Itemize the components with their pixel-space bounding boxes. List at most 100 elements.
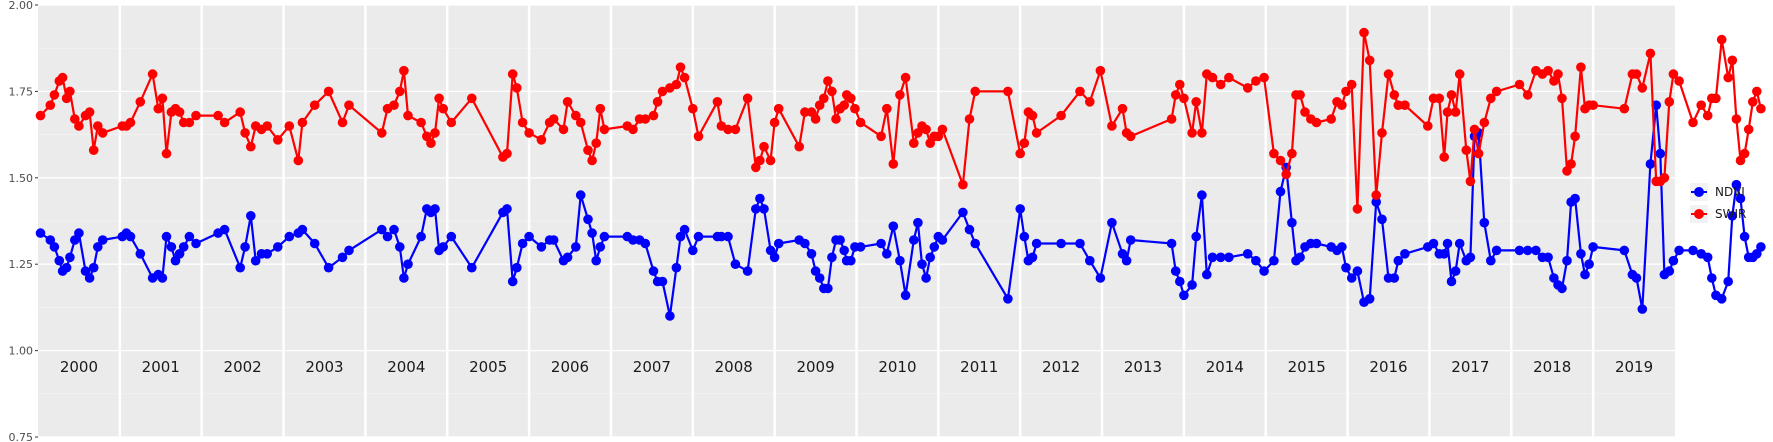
- data-point-swir: [153, 103, 164, 114]
- data-point-ndvi: [855, 242, 866, 252]
- data-point-ndvi: [823, 283, 833, 294]
- data-point-ndvi: [1311, 238, 1322, 249]
- data-point-swir: [810, 114, 821, 124]
- data-point-swir: [1423, 121, 1433, 131]
- data-point-ndvi: [1491, 245, 1502, 256]
- data-point-ndvi: [648, 266, 659, 276]
- year-label: 2005: [469, 358, 507, 376]
- data-point-swir: [599, 124, 610, 135]
- data-point-swir: [671, 79, 682, 90]
- data-point-ndvi: [1377, 214, 1387, 225]
- data-point-swir: [213, 110, 223, 121]
- data-point-ndvi: [827, 252, 837, 263]
- data-point-ndvi: [240, 242, 250, 252]
- year-label: 2015: [1288, 358, 1326, 376]
- data-point-ndvi: [49, 242, 60, 252]
- data-point-ndvi: [1207, 252, 1218, 263]
- data-point-ndvi: [395, 242, 405, 252]
- data-point-ndvi: [61, 262, 72, 273]
- data-point-ndvi: [1702, 252, 1713, 263]
- data-point-swir: [640, 114, 651, 124]
- data-point-swir: [1553, 69, 1563, 79]
- data-point-ndvi: [219, 224, 230, 235]
- data-point-ndvi: [517, 238, 528, 249]
- data-point-swir: [958, 179, 968, 190]
- data-point-ndvi: [1465, 252, 1476, 263]
- data-point-swir: [823, 76, 833, 86]
- data-point-swir: [70, 114, 80, 124]
- data-point-swir: [395, 86, 405, 97]
- data-point-swir: [1576, 62, 1586, 72]
- data-point-swir: [297, 117, 308, 128]
- data-point-ndvi: [925, 252, 935, 263]
- data-point-swir: [1735, 155, 1746, 166]
- data-point-swir: [970, 86, 980, 97]
- data-point-ndvi: [595, 242, 606, 252]
- data-point-swir: [507, 69, 518, 79]
- data-point-ndvi: [54, 255, 65, 266]
- data-point-ndvi: [382, 231, 393, 242]
- data-point-swir: [377, 128, 387, 138]
- data-point-ndvi: [1056, 238, 1066, 249]
- data-point-swir: [900, 72, 911, 83]
- data-point-swir: [88, 145, 99, 155]
- data-point-ndvi: [1637, 304, 1648, 314]
- data-point-swir: [240, 128, 250, 138]
- data-point-swir: [1711, 93, 1721, 104]
- data-point-swir: [337, 117, 348, 128]
- data-point-ndvi: [1085, 255, 1095, 266]
- data-point-swir: [827, 86, 837, 97]
- year-labels: 2000 2001 2002 2003 2004 2005 2006 2007 2008 2009…: [60, 358, 1653, 376]
- data-point-ndvi: [1019, 231, 1030, 242]
- data-point-swir: [502, 148, 512, 159]
- data-point-ndvi: [1531, 245, 1541, 256]
- year-label: 2007: [633, 358, 671, 376]
- data-point-swir: [1095, 65, 1106, 76]
- data-point-swir: [1207, 72, 1218, 83]
- data-point-swir: [1389, 90, 1400, 100]
- series-layer: [35, 27, 1766, 321]
- data-point-swir: [1197, 128, 1207, 138]
- data-point-ndvi: [909, 235, 919, 245]
- data-point-swir: [628, 124, 638, 135]
- data-point-ndvi: [1522, 245, 1533, 256]
- data-point-ndvi: [125, 231, 136, 242]
- data-point-swir: [1125, 131, 1136, 142]
- data-point-swir: [323, 86, 334, 97]
- data-point-swir: [1003, 86, 1013, 97]
- data-point-swir: [65, 86, 75, 97]
- data-point-ndvi: [1242, 249, 1253, 259]
- data-point-ndvi: [1259, 266, 1269, 276]
- data-point-ndvi: [1075, 238, 1085, 249]
- data-point-swir: [1371, 190, 1381, 200]
- data-point-swir: [909, 138, 919, 148]
- data-point-ndvi: [377, 224, 387, 235]
- data-point-ndvi: [1707, 273, 1717, 283]
- data-point-swir: [688, 103, 698, 114]
- data-point-ndvi: [1215, 252, 1226, 263]
- data-point-swir: [1752, 86, 1762, 97]
- y-tick-label: 1.75: [9, 85, 34, 98]
- data-point-swir: [1341, 86, 1351, 97]
- data-point-ndvi: [1562, 255, 1572, 266]
- data-point-ndvi: [657, 276, 668, 287]
- data-point-swir: [652, 97, 663, 107]
- data-point-ndvi: [1450, 266, 1461, 276]
- data-point-swir: [1756, 103, 1766, 114]
- data-point-ndvi: [958, 207, 968, 218]
- data-point-ndvi: [571, 242, 581, 252]
- data-point-swir: [1383, 69, 1394, 79]
- data-point-ndvi: [800, 238, 810, 249]
- data-point-ndvi: [929, 242, 940, 252]
- data-point-ndvi: [1674, 245, 1684, 256]
- data-point-ndvi: [512, 262, 522, 273]
- data-point-swir: [125, 117, 136, 128]
- year-label: 2003: [305, 358, 343, 376]
- data-point-ndvi: [502, 204, 512, 214]
- data-point-ndvi: [913, 217, 923, 228]
- data-point-swir: [1400, 100, 1410, 110]
- data-point-swir: [1056, 110, 1066, 121]
- data-point-ndvi: [575, 190, 586, 200]
- data-point-swir: [895, 90, 905, 100]
- data-point-swir: [765, 155, 776, 166]
